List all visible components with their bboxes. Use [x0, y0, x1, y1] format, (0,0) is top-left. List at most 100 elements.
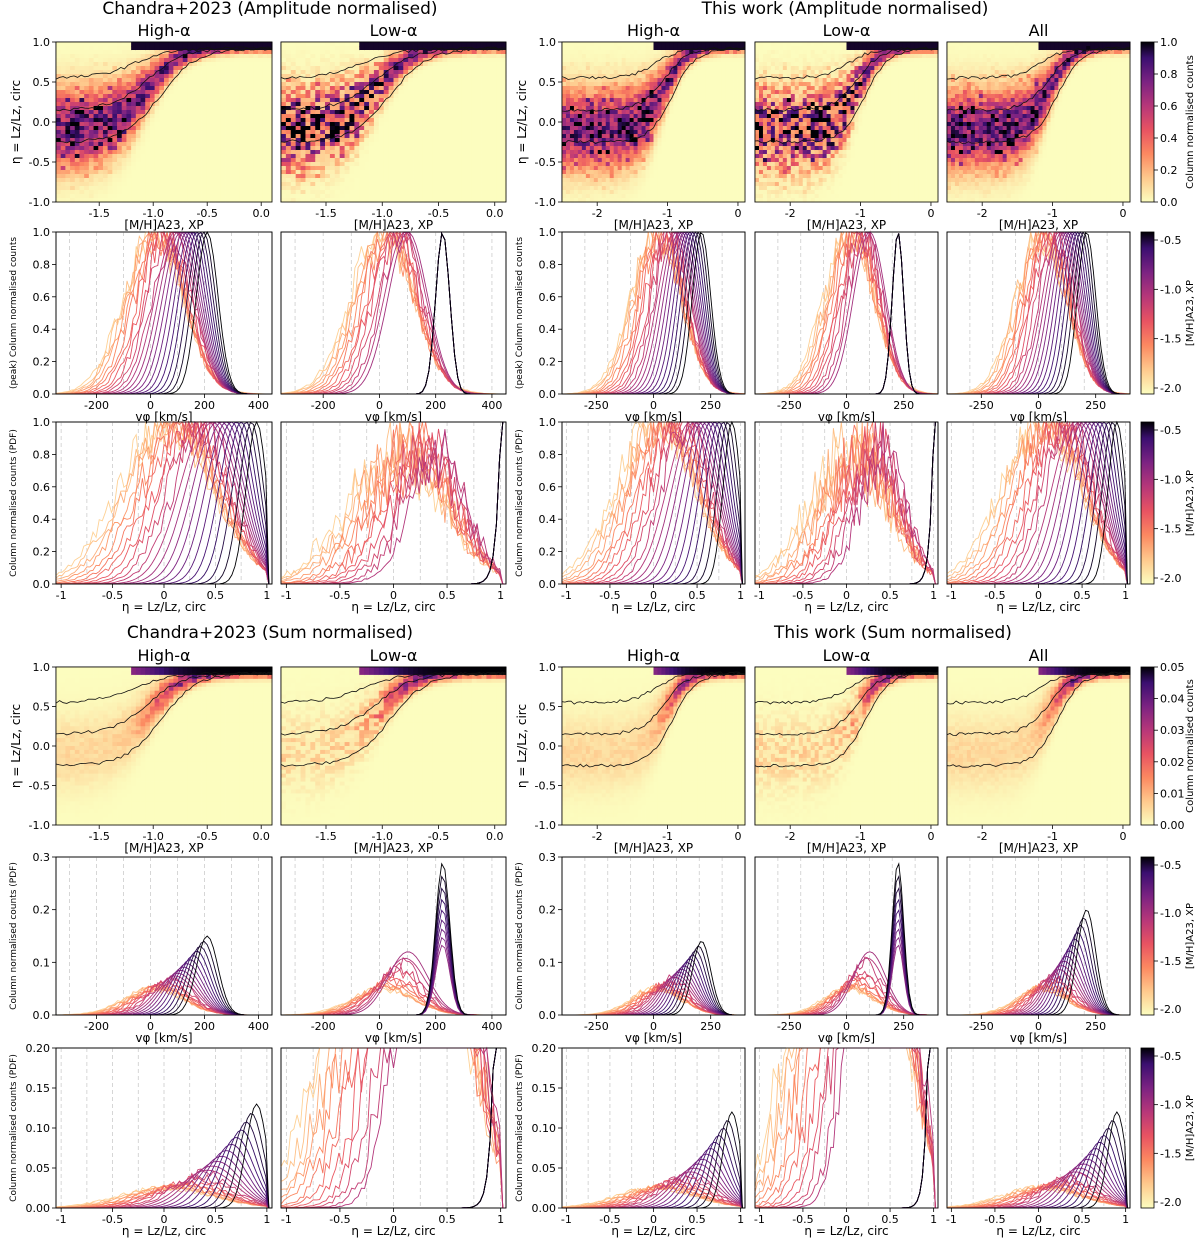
heatmap-cell: [281, 42, 287, 47]
heatmap-cell: [149, 58, 156, 63]
heatmap-cell: [597, 170, 603, 175]
heatmap-cell: [569, 166, 575, 171]
heatmap-cell: [60, 122, 66, 127]
heatmap-cell: [491, 146, 497, 151]
heatmap-cell: [613, 46, 619, 51]
heatmap-cell: [159, 54, 165, 59]
heatmap-cell: [234, 162, 240, 167]
heatmap-cell: [637, 70, 642, 75]
heatmap-cell: [339, 130, 345, 135]
heatmap-cell: [605, 146, 611, 151]
heatmap-cell: [88, 82, 94, 87]
heatmap-cell: [649, 70, 654, 75]
heatmap-cell: [573, 138, 579, 143]
heatmap-cell: [220, 42, 226, 47]
heatmap-cell: [257, 70, 264, 75]
heatmap-cell: [369, 46, 375, 51]
heatmap-cell: [422, 62, 429, 67]
heatmap-cell: [290, 150, 297, 155]
heatmap-cell: [234, 198, 240, 203]
heatmap-cell: [215, 62, 221, 67]
heatmap-cell: [178, 170, 184, 175]
heatmap-cell: [597, 194, 603, 199]
heatmap-cell: [344, 70, 350, 75]
heatmap-cell: [149, 186, 156, 191]
heatmap-cell: [281, 110, 287, 115]
heatmap-cell: [98, 86, 104, 91]
heatmap-cell: [565, 146, 571, 151]
heatmap-cell: [339, 42, 345, 47]
heatmap-cell: [605, 62, 611, 67]
heatmap-cell: [149, 114, 156, 119]
heatmap-cell: [168, 118, 174, 123]
heatmap-cell: [491, 54, 497, 59]
heatmap-cell: [661, 58, 666, 63]
heatmap-cell: [585, 178, 591, 183]
heatmap-cell: [334, 66, 341, 71]
heatmap-cell: [442, 170, 448, 175]
heatmap-cell: [243, 182, 249, 187]
heatmap-cell: [637, 82, 642, 87]
heatmap-cell: [393, 138, 399, 143]
heatmap-cell: [300, 98, 306, 103]
heatmap-cell: [257, 110, 264, 115]
heatmap-cell: [117, 134, 123, 139]
heatmap-cell: [645, 114, 650, 119]
heatmap-cell: [413, 134, 419, 139]
heatmap-cell: [641, 150, 646, 155]
heatmap-cell: [206, 130, 212, 135]
heatmap-cell: [93, 170, 99, 175]
heatmap-cell: [481, 94, 487, 99]
heatmap-cell: [257, 78, 264, 83]
heatmap-cell: [145, 194, 151, 199]
heatmap-cell: [565, 130, 571, 135]
heatmap-cell: [422, 122, 429, 127]
heatmap-cell: [597, 158, 603, 163]
heatmap-cell: [613, 126, 619, 131]
heatmap-cell: [673, 146, 678, 151]
heatmap-cell: [229, 58, 235, 63]
heatmap-cell: [383, 118, 390, 123]
heatmap-cell: [243, 74, 249, 79]
heatmap-cell: [159, 154, 165, 159]
heatmap-cell: [239, 70, 245, 75]
heatmap-cell: [637, 122, 642, 127]
heatmap-cell: [164, 166, 170, 171]
heatmap-cell: [408, 146, 414, 151]
heatmap-cell: [617, 58, 623, 63]
heatmap-cell: [417, 162, 424, 167]
heatmap-cell: [562, 110, 567, 115]
heatmap-cell: [320, 174, 326, 179]
x-tick-label: -1.5: [315, 207, 336, 220]
heatmap-cell: [257, 118, 264, 123]
heatmap-cell: [637, 134, 642, 139]
heatmap-cell: [613, 118, 619, 123]
heatmap-cell: [369, 178, 375, 183]
heatmap-cell: [398, 70, 404, 75]
heatmap-cell: [378, 174, 385, 179]
heatmap-cell: [315, 198, 321, 203]
heatmap-cell: [285, 142, 292, 147]
heatmap-cell: [476, 118, 482, 123]
heatmap-cell: [349, 50, 355, 55]
heatmap-cell: [629, 134, 635, 139]
heatmap-cell: [225, 146, 231, 151]
heatmap-cell: [665, 146, 670, 151]
heatmap-cell: [393, 174, 399, 179]
heatmap-cell: [369, 166, 375, 171]
heatmap-cell: [334, 166, 341, 171]
heatmap-cell: [295, 170, 301, 175]
heatmap-cell: [569, 46, 575, 51]
heatmap-cell: [364, 130, 370, 135]
heatmap-cell: [565, 102, 571, 107]
heatmap-cell: [569, 70, 575, 75]
heatmap-cell: [206, 142, 212, 147]
heatmap-cell: [617, 114, 623, 119]
heatmap-cell: [573, 62, 579, 67]
heatmap-cell: [364, 138, 370, 143]
heatmap-cell: [334, 154, 341, 159]
heatmap-cell: [225, 134, 231, 139]
heatmap-cell: [617, 46, 623, 51]
heatmap-cell: [234, 50, 240, 55]
